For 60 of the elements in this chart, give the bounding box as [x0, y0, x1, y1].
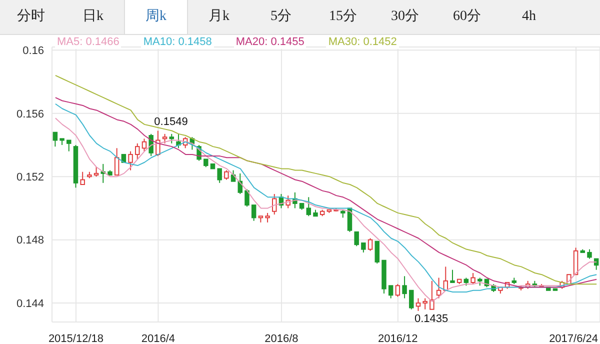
candlestick — [354, 231, 359, 247]
y-tick-label: 0.144 — [16, 298, 44, 310]
candlestick — [52, 132, 58, 148]
text: 分时 — [16, 8, 46, 26]
candlestick — [368, 238, 373, 252]
candlestick — [114, 148, 120, 176]
candlestick — [470, 272, 476, 285]
candlestick — [436, 277, 442, 299]
candlestick — [402, 276, 407, 299]
text: 60分 — [452, 8, 482, 26]
candlestick — [388, 285, 394, 299]
y-tick-label: 0.16 — [22, 45, 44, 58]
candlestick — [148, 133, 154, 157]
text: 日k — [82, 8, 104, 26]
text: MA20: 0.1455 — [234, 36, 306, 49]
annotation: 0.1435 — [414, 312, 448, 325]
candlestick — [224, 170, 229, 180]
candlestick — [66, 140, 72, 152]
candlestick — [162, 133, 168, 144]
text: 月k — [208, 8, 230, 26]
text: 5分 — [270, 8, 292, 26]
text: 周k — [124, 0, 188, 34]
y-tick-label: 0.152 — [16, 172, 44, 184]
candlestick — [416, 298, 421, 312]
text: 15分 — [328, 8, 358, 26]
text: MA5: 0.1466 — [55, 36, 122, 49]
x-tick-label: 2017/6/24 — [549, 333, 598, 344]
candlestick — [374, 240, 380, 264]
candlestick — [450, 269, 455, 283]
text: 30分 — [390, 8, 420, 26]
x-tick-label: 2016/12 — [378, 333, 418, 344]
candlestick — [395, 284, 400, 298]
text: 4h — [521, 8, 537, 26]
candlestick — [251, 204, 256, 222]
annotation: 0.1549 — [154, 116, 188, 128]
candlestick — [80, 171, 85, 185]
text: MA30: 0.1452 — [326, 36, 399, 49]
x-tick-label: 2015/12/18 — [48, 333, 104, 344]
candlestick — [169, 133, 174, 144]
candlestick — [265, 212, 270, 223]
candlestick — [156, 130, 160, 157]
y-tick-label: 0.156 — [16, 108, 44, 120]
candlestick — [244, 188, 250, 208]
candlestick — [217, 168, 222, 184]
x-tick-label: 2016/8 — [264, 333, 298, 344]
candlestick — [573, 247, 578, 276]
candlestick — [142, 138, 147, 152]
y-tick-label: 0.148 — [16, 234, 44, 247]
candlestick — [272, 193, 277, 216]
text: MA10: 0.1458 — [141, 36, 214, 49]
candlestick — [587, 248, 592, 260]
candlestick — [128, 150, 133, 171]
candlestick — [430, 280, 434, 310]
candlestick — [135, 142, 140, 160]
candlestick — [361, 242, 366, 253]
candlestick — [94, 166, 99, 178]
x-tick-label: 2016/4 — [141, 333, 176, 344]
candlestick — [409, 290, 414, 310]
candlestick — [422, 298, 428, 310]
candlestick — [306, 196, 312, 217]
